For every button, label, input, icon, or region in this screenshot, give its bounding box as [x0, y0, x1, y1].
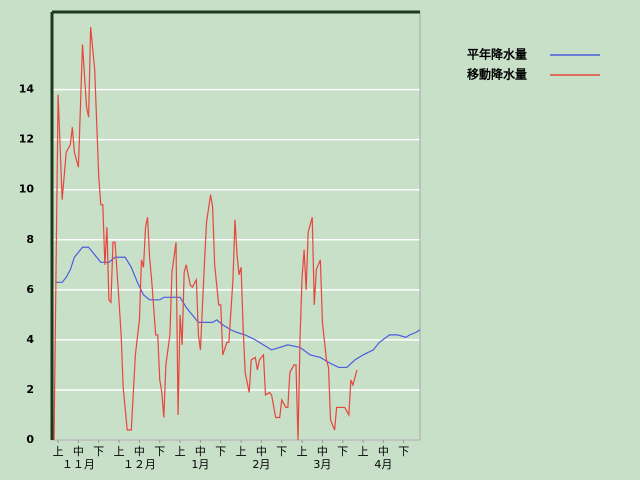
x-tick-label: 下: [276, 445, 287, 458]
x-tick-label: 上: [114, 445, 125, 458]
x-tick-label: 上: [53, 445, 64, 458]
month-label: １１月: [62, 458, 95, 471]
x-tick-label: 中: [73, 445, 84, 458]
month-label: 1月: [191, 458, 209, 471]
y-tick-label: 12: [19, 133, 34, 146]
x-tick-label: 中: [378, 445, 389, 458]
x-tick-label: 下: [398, 445, 409, 458]
x-tick-label: 上: [236, 445, 247, 458]
x-tick-label: 上: [175, 445, 186, 458]
series-line: [53, 26, 358, 441]
x-tick-label: 中: [256, 445, 267, 458]
month-label: 3月: [313, 458, 331, 471]
x-tick-label: 中: [134, 445, 145, 458]
x-tick-label: 下: [215, 445, 226, 458]
x-tick-label: 下: [154, 445, 165, 458]
x-tick-label: 下: [93, 445, 104, 458]
x-tick-label: 中: [317, 445, 328, 458]
month-label: １２月: [123, 458, 156, 471]
y-tick-label: 8: [26, 233, 34, 246]
month-label: 4月: [374, 458, 392, 471]
y-tick-label: 2: [26, 383, 34, 396]
y-tick-label: 4: [26, 333, 34, 346]
x-tick-label: 上: [358, 445, 369, 458]
x-tick-label: 中: [195, 445, 206, 458]
month-label: 2月: [252, 458, 270, 471]
legend-label: 平年降水量: [467, 47, 527, 62]
y-tick-label: 6: [26, 283, 34, 296]
x-tick-label: 下: [337, 445, 348, 458]
series-line: [56, 246, 421, 369]
y-tick-label: 10: [19, 183, 35, 196]
y-tick-label: 0: [26, 433, 34, 446]
legend-label: 移動降水量: [467, 67, 527, 82]
x-tick-label: 上: [297, 445, 308, 458]
y-tick-label: 14: [19, 83, 35, 96]
